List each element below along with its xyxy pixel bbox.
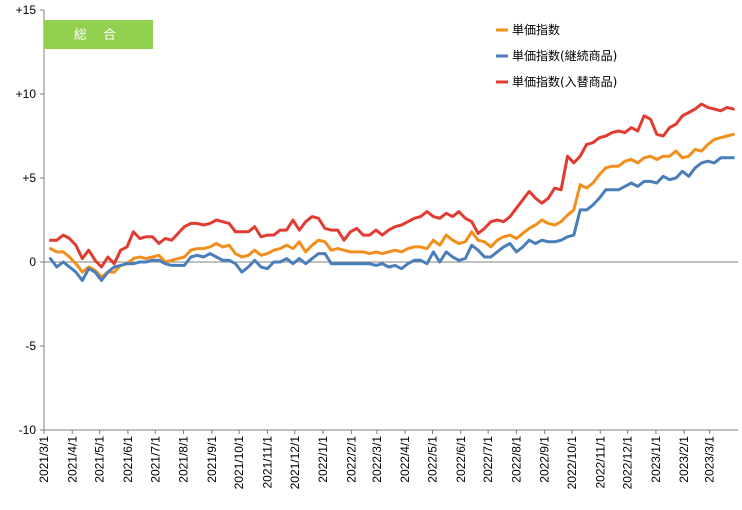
- y-tick-label: 0: [29, 255, 36, 269]
- x-tick-label: 2021/11/1: [260, 436, 274, 489]
- badge-label: 総 合: [74, 28, 122, 43]
- x-tick-label: 2021/8/1: [177, 436, 191, 483]
- y-tick-label: +15: [16, 3, 37, 17]
- chart-badge: 総 合: [44, 20, 153, 49]
- badge-background: [44, 20, 153, 49]
- x-tick-label: 2022/4/1: [398, 436, 412, 483]
- x-tick-label: 2022/6/1: [454, 436, 468, 483]
- x-tick-label: 2022/2/1: [344, 436, 358, 483]
- x-tick-label: 2022/12/1: [621, 436, 635, 490]
- x-tick-label: 2022/10/1: [565, 436, 579, 490]
- legend-label-2: 単価指数(継続商品): [512, 48, 617, 63]
- y-tick-label: +5: [22, 171, 36, 185]
- x-tick-label: 2023/1/1: [649, 436, 663, 483]
- x-tick-label: 2023/2/1: [677, 436, 691, 483]
- x-tick-label: 2021/9/1: [205, 436, 219, 483]
- series-line-1: [48, 132, 735, 279]
- x-tick-label: 2021/5/1: [93, 436, 107, 483]
- x-tick-label: 2022/11/1: [593, 436, 607, 489]
- y-tick-label: -5: [25, 339, 36, 353]
- x-tick-label: 2021/10/1: [232, 436, 246, 490]
- legend-label-3: 単価指数(入替商品): [512, 74, 617, 89]
- x-tick-label: 2022/1/1: [316, 436, 330, 483]
- x-tick-label: 2021/3/1: [37, 436, 51, 483]
- series-line-2: [48, 156, 735, 282]
- legend-label-1: 単価指数: [512, 22, 560, 37]
- series-lines: [48, 102, 735, 282]
- x-tick-label: 2022/8/1: [509, 436, 523, 483]
- x-tick-label: 2022/9/1: [538, 436, 552, 483]
- series-line-3: [48, 102, 735, 269]
- y-tick-label: -10: [19, 423, 37, 437]
- x-tick-label: 2021/6/1: [121, 436, 135, 483]
- y-tick-label: +10: [16, 87, 37, 101]
- x-tick-label: 2022/3/1: [370, 436, 384, 483]
- x-tick-label: 2021/7/1: [148, 436, 162, 483]
- x-tick-label: 2021/12/1: [288, 436, 302, 490]
- x-tick-label: 2023/3/1: [703, 436, 717, 483]
- x-tick-label: 2021/4/1: [65, 436, 79, 483]
- x-tick-label: 2022/7/1: [481, 436, 495, 483]
- x-tick-label: 2022/5/1: [425, 436, 439, 483]
